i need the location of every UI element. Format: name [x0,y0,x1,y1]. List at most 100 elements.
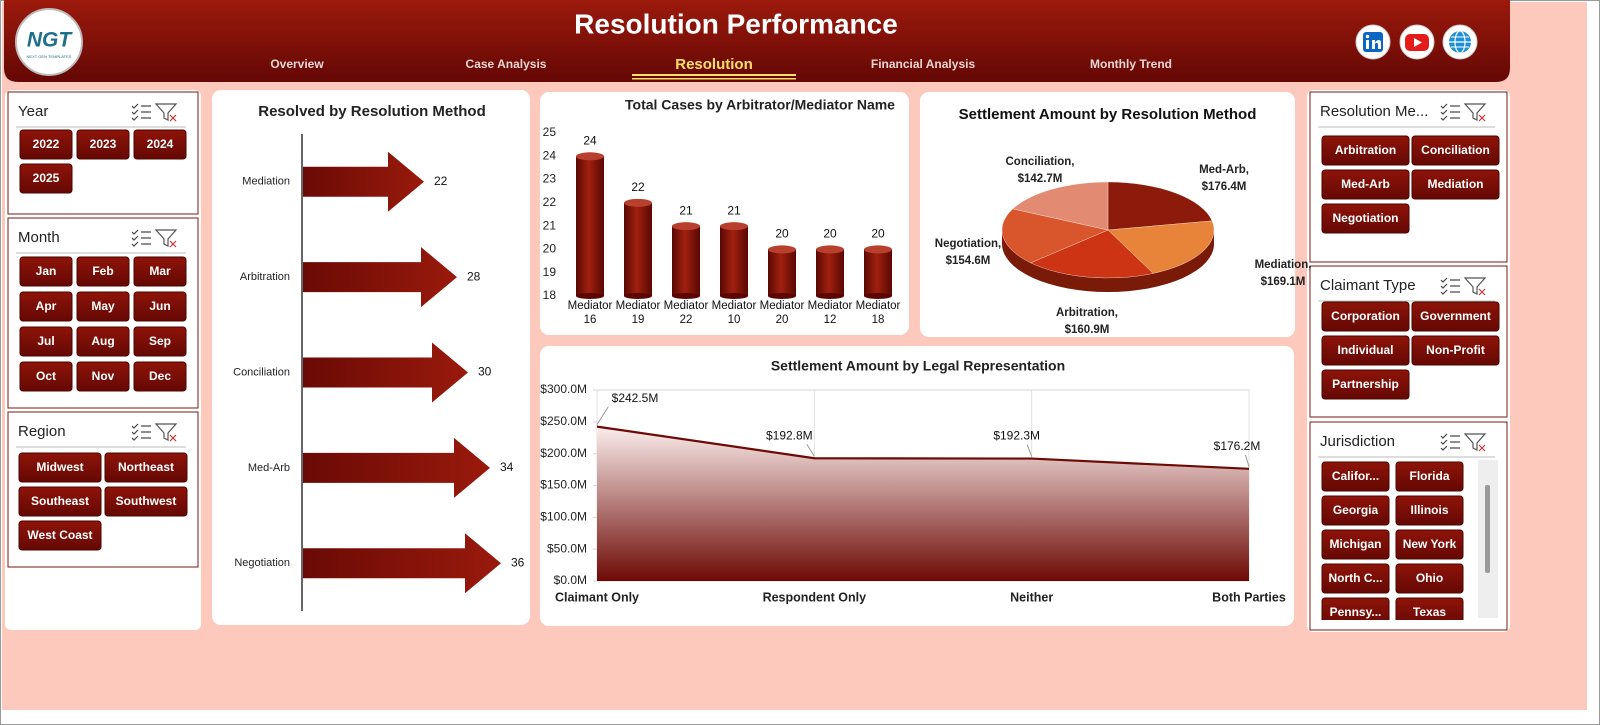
slicer-button[interactable]: Michigan [1321,529,1390,560]
slicer-button-label[interactable]: Mar [149,264,171,278]
slicer-button-label[interactable]: Government [1420,309,1491,323]
slicer-button[interactable]: Northeast [104,452,188,483]
multi-select-icon[interactable] [131,103,151,121]
slicer-button-label[interactable]: Georgia [1333,503,1379,517]
slicer-button-label[interactable]: Partnership [1332,377,1399,391]
slicer-button-label[interactable]: Pennsy... [1330,605,1382,619]
slicer-button[interactable]: 2022 [19,129,73,160]
slicer-button-label[interactable]: Non-Profit [1426,343,1485,357]
slicer-button[interactable]: Oct [19,361,73,392]
slicer-button[interactable]: 2025 [19,163,73,194]
slicer-button[interactable]: Pennsy... [1321,597,1390,627]
slicer-button-label[interactable]: Jan [36,264,57,278]
slicer-button-label[interactable]: Conciliation [1421,143,1490,157]
slicer-button[interactable]: 2023 [76,129,130,160]
slicer-button[interactable]: Georgia [1321,495,1390,526]
slicer-button-label[interactable]: Illinois [1410,503,1448,517]
slicer-button-label[interactable]: Arbitration [1335,143,1396,157]
nav-tab[interactable]: Case Analysis [466,57,547,71]
multi-select-icon[interactable] [131,229,151,247]
slicer-button[interactable]: Midwest [18,452,102,483]
slicer-button[interactable]: Dec [133,361,187,392]
scrollbar-thumb[interactable] [1485,485,1490,573]
slicer-button[interactable]: West Coast [18,520,102,551]
slicer-button-label[interactable]: May [91,299,115,313]
slicer-button-label[interactable]: Southeast [31,494,89,508]
slicer-button-label[interactable]: Individual [1337,343,1393,357]
slicer-button-label[interactable]: Michigan [1329,537,1381,551]
slicer-button-label[interactable]: Sep [149,334,171,348]
slicer-button[interactable]: Southeast [18,486,102,517]
nav-tab[interactable]: Overview [270,57,324,71]
slicer-button-label[interactable]: Jul [37,334,54,348]
slicer-button-label[interactable]: Texas [1413,605,1446,619]
slicer-button-label[interactable]: Feb [92,264,113,278]
nav-tab[interactable]: Monthly Trend [1090,57,1172,71]
slicer-button-label[interactable]: Southwest [116,494,177,508]
slicer-button-label[interactable]: 2022 [33,137,60,151]
slicer-button-label[interactable]: North C... [1329,571,1383,585]
nav-tab[interactable]: Resolution [675,56,753,73]
slicer-button[interactable]: May [76,291,130,322]
slicer-button[interactable]: Illinois [1395,495,1464,526]
slicer-button-label[interactable]: New York [1403,537,1457,551]
slicer-button[interactable]: Jan [19,256,73,287]
slicer-button-label[interactable]: Jun [149,299,170,313]
slicer-button[interactable]: Southwest [104,486,188,517]
slicer-button-label[interactable]: Mediation [1428,177,1484,191]
slicer-button-label[interactable]: Corporation [1331,309,1400,323]
slicer-button-label[interactable]: Dec [149,369,171,383]
slicer-button[interactable]: Arbitration [1321,135,1410,166]
slicer-button-label[interactable]: 2025 [33,171,60,185]
slicer-button[interactable]: North C... [1321,563,1390,594]
slicer-button[interactable]: Jun [133,291,187,322]
multi-select-icon[interactable] [131,423,151,441]
slicer-button[interactable]: New York [1395,529,1464,560]
clear-filter-icon[interactable] [154,423,178,442]
clear-filter-icon[interactable] [1463,277,1487,296]
slicer-button[interactable]: Feb [76,256,130,287]
slicer-button-label[interactable]: Califor... [1332,469,1379,483]
slicer-button-label[interactable]: 2024 [147,137,174,151]
slicer-button[interactable]: Apr [19,291,73,322]
slicer-button[interactable]: Jul [19,326,73,357]
slicer-button[interactable]: Mediation [1411,169,1500,200]
slicer-button[interactable]: Califor... [1321,461,1390,492]
slicer-button[interactable]: Aug [76,326,130,357]
slicer-button[interactable]: Individual [1321,335,1410,366]
website-icon[interactable] [1442,24,1478,60]
slicer-button[interactable]: Corporation [1321,301,1410,332]
slicer-button-label[interactable]: West Coast [27,528,92,542]
clear-filter-icon[interactable] [1463,103,1487,122]
linkedin-icon[interactable] [1355,24,1391,60]
slicer-button[interactable]: Government [1411,301,1500,332]
slicer-button-label[interactable]: Ohio [1416,571,1443,585]
multi-select-icon[interactable] [1440,433,1460,451]
multi-select-icon[interactable] [1440,103,1460,121]
slicer-button-label[interactable]: Northeast [118,460,174,474]
slicer-button[interactable]: Partnership [1321,369,1410,400]
slicer-button[interactable]: Florida [1395,461,1464,492]
nav-tab[interactable]: Financial Analysis [871,57,976,71]
slicer-button-label[interactable]: Florida [1409,469,1449,483]
youtube-icon[interactable] [1399,24,1435,60]
slicer-button-label[interactable]: Negotiation [1333,211,1399,225]
clear-filter-icon[interactable] [154,103,178,122]
slicer-button-label[interactable]: Midwest [36,460,83,474]
multi-select-icon[interactable] [1440,277,1460,295]
slicer-button[interactable]: Negotiation [1321,203,1410,234]
slicer-button[interactable]: Sep [133,326,187,357]
slicer-button-label[interactable]: 2023 [90,137,117,151]
slicer-button[interactable]: Ohio [1395,563,1464,594]
slicer-button-label[interactable]: Nov [92,369,115,383]
slicer-button[interactable]: Nov [76,361,130,392]
slicer-button-label[interactable]: Apr [36,299,57,313]
slicer-button[interactable]: Med-Arb [1321,169,1410,200]
slicer-button-label[interactable]: Oct [36,369,56,383]
slicer-button[interactable]: Mar [133,256,187,287]
slicer-button[interactable]: Texas [1395,597,1464,627]
slicer-button-label[interactable]: Med-Arb [1341,177,1390,191]
slicer-button-label[interactable]: Aug [91,334,114,348]
clear-filter-icon[interactable] [154,229,178,248]
slicer-button[interactable]: Non-Profit [1411,335,1500,366]
